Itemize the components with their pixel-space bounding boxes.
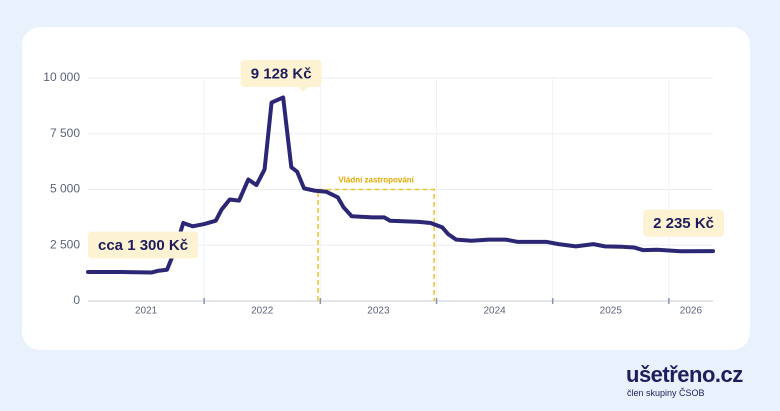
tagline: člen skupiny ČSOB bbox=[627, 388, 705, 398]
y-tick-label: 10 000 bbox=[43, 70, 80, 84]
y-tick-label: 2 500 bbox=[50, 237, 80, 251]
x-tick-label: 2023 bbox=[367, 306, 390, 317]
x-tick-label: 2024 bbox=[483, 306, 506, 317]
y-tick-label: 0 bbox=[73, 293, 80, 307]
callout-label: 9 128 Kč bbox=[251, 65, 312, 82]
callout-box bbox=[643, 209, 724, 237]
x-tick-label: 2021 bbox=[135, 306, 158, 317]
y-tick-label: 7 500 bbox=[50, 126, 80, 140]
cap-box bbox=[317, 188, 435, 301]
callout-box bbox=[88, 231, 199, 259]
card bbox=[22, 27, 750, 350]
callout-pointer bbox=[298, 86, 309, 92]
callout-box bbox=[240, 59, 322, 87]
x-tick-label: 2026 bbox=[680, 306, 703, 317]
line bbox=[86, 95, 715, 275]
cap-label: Vládní zastropování bbox=[338, 176, 414, 185]
x-tick-label: 2025 bbox=[600, 306, 623, 317]
y-tick-label: 5 000 bbox=[50, 182, 80, 196]
callout-label: cca 1 300 Kč bbox=[98, 237, 188, 254]
brand: ušetřeno.cz bbox=[626, 362, 743, 387]
callout-label: 2 235 Kč bbox=[653, 215, 714, 232]
x-tick-label: 2022 bbox=[251, 306, 274, 317]
